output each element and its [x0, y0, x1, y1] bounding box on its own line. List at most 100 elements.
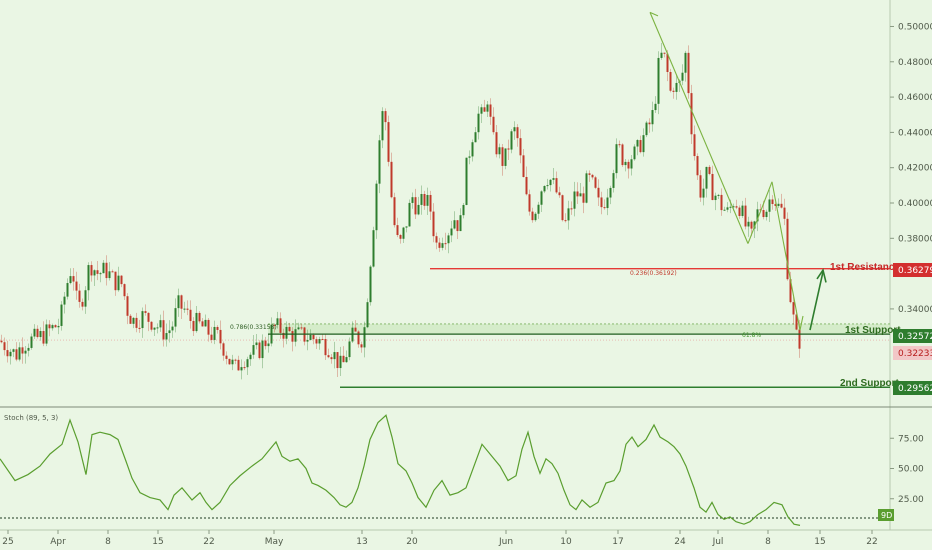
candle-body [486, 104, 489, 112]
candle-body [189, 309, 192, 321]
candle-body [156, 327, 159, 329]
candle-body [462, 204, 465, 216]
candle-body [516, 127, 519, 139]
candle-body [297, 327, 300, 330]
candle-body [438, 242, 441, 248]
stoch-title: Stoch (89, 5, 3) [4, 414, 58, 422]
candle-body [642, 135, 645, 153]
trend-lines [649, 11, 827, 331]
candle-body [138, 327, 141, 329]
candle-body [360, 344, 363, 348]
candle-body [333, 352, 336, 360]
candle-body [147, 312, 150, 322]
candle-body [423, 194, 426, 206]
fib-786-label: 0.786(0.33158) [230, 324, 277, 331]
y-tick-label-0: 0.50000 [898, 22, 932, 32]
candle-body [780, 203, 783, 208]
candle-body [795, 314, 798, 330]
candle-body [285, 326, 288, 339]
fib-618-label: 61.8% [742, 332, 761, 339]
candle-body [195, 312, 198, 332]
support-2-label: 2nd Support [840, 378, 900, 389]
candle-body [237, 359, 240, 371]
y-tick-label-1: 0.48000 [898, 58, 932, 68]
candle-body [339, 355, 342, 369]
candle-body [699, 175, 702, 198]
candle-body [543, 186, 546, 192]
candle-body [228, 358, 231, 365]
candle-body [510, 131, 513, 150]
candle-body [114, 271, 117, 291]
candle-body [366, 302, 369, 328]
candle-body [555, 178, 558, 193]
fib-236-label: 0.236(0.36192) [630, 270, 677, 277]
candle-body [753, 221, 756, 229]
candle-body [561, 195, 564, 221]
candle-body [174, 308, 177, 327]
candle-body [573, 191, 576, 209]
candle-body [792, 302, 795, 315]
support-1-tag [893, 329, 932, 343]
candle-body [12, 349, 15, 352]
candle-body [666, 53, 669, 73]
candle-body [108, 271, 111, 279]
candle-body [585, 173, 588, 203]
last-price-tag-text: 0.32233 [898, 349, 932, 359]
candle-body [690, 93, 693, 135]
candle-body [441, 243, 444, 248]
candle-body [186, 308, 189, 310]
candle-body [384, 111, 387, 123]
candle-body [420, 194, 423, 205]
candle-body [549, 179, 552, 186]
level-lines [0, 267, 890, 388]
candle-body [3, 342, 6, 351]
candle-body [318, 339, 321, 344]
candle-body [111, 271, 114, 273]
candle-body [579, 193, 582, 197]
candle-body [306, 339, 309, 342]
candle-body [552, 178, 555, 180]
candle-body [123, 284, 126, 297]
candle-body [489, 104, 492, 117]
stoch-y-label-1: 50.00 [898, 465, 924, 475]
candle-body [531, 211, 534, 221]
candle-body [540, 191, 543, 205]
candle-body [738, 207, 741, 216]
candle-body [117, 275, 120, 291]
x-tick-label-6: 13 [356, 537, 367, 547]
trend-line-1 [649, 12, 749, 244]
stoch-tag-text: 9D [881, 511, 892, 520]
candle-body [381, 111, 384, 141]
candle-body [558, 192, 561, 196]
candle-body [342, 355, 345, 363]
candle-body [636, 140, 639, 147]
candle-body [222, 343, 225, 356]
candle-body [507, 148, 510, 150]
candle-body [672, 90, 675, 92]
candle-body [732, 206, 735, 208]
y-tick-label-3: 0.44000 [898, 128, 932, 138]
candle-body [183, 308, 186, 310]
candle-body [372, 230, 375, 267]
candle-body [783, 207, 786, 219]
candle-body [279, 318, 282, 333]
candles [0, 42, 801, 380]
candle-body [600, 197, 603, 208]
candle-body [405, 226, 408, 228]
candle-body [426, 194, 429, 206]
candle-body [498, 147, 501, 155]
candle-body [375, 183, 378, 231]
candle-body [501, 147, 504, 166]
candle-body [594, 177, 597, 188]
candle-body [120, 275, 123, 285]
candle-body [696, 156, 699, 176]
x-tick-label-2: 8 [105, 537, 111, 547]
y-tick-label-5: 0.40000 [898, 199, 932, 209]
candle-body [756, 209, 759, 222]
candle-body [714, 195, 717, 201]
candle-body [759, 209, 762, 211]
candle-body [234, 359, 237, 361]
candle-body [210, 334, 213, 340]
